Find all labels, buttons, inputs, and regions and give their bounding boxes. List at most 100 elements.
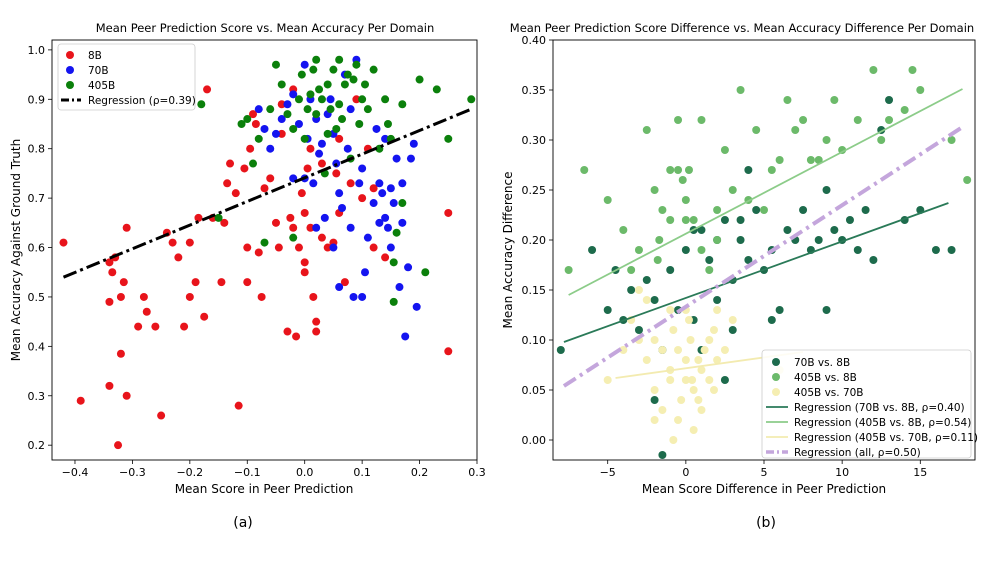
panel-a-point-8b [277, 100, 286, 109]
panel-a-point-405b [297, 70, 306, 79]
panel-a-point-405b [381, 95, 390, 104]
panel-a-point-8b [286, 213, 295, 222]
panel-a-point-405b [335, 100, 344, 109]
panel-a-point-8b [220, 218, 229, 227]
panel-a-point-405b [415, 75, 424, 84]
panel-a-point-70b [395, 283, 404, 292]
panel-b-xlabel: Mean Score Difference in Peer Prediction [642, 482, 886, 496]
panel-b-point-405b-vs-8b [947, 136, 956, 144]
panel-a-point-405b [467, 95, 476, 104]
panel-a-point-70b [398, 179, 407, 188]
panel-b-point-70b-vs-8b [783, 226, 792, 234]
panel-a-point-70b [363, 233, 372, 242]
panel-a-point-70b [312, 223, 321, 232]
panel-a-point-70b [266, 144, 275, 153]
panel-a: Mean Peer Prediction Score vs. Mean Accu… [9, 21, 486, 531]
panel-b-point-405b-vs-70b [700, 346, 709, 354]
panel-b-ytick-label: 0.35 [522, 84, 547, 97]
panel-a-point-8b [346, 179, 355, 188]
panel-b-legend-marker [772, 388, 780, 396]
panel-a-point-8b [139, 292, 148, 301]
panel-a-legend-label: 70B [88, 65, 109, 77]
panel-b-point-405b-vs-70b [705, 376, 714, 384]
panel-b-point-405b-vs-70b [705, 336, 714, 344]
panel-b-point-405b-vs-70b [720, 346, 729, 354]
panel-a-point-405b [197, 100, 206, 109]
panel-a-point-405b [358, 95, 367, 104]
panel-b-point-70b-vs-8b [705, 256, 714, 264]
panel-a-ytick-label: 0.8 [28, 143, 46, 156]
panel-b-point-70b-vs-8b [681, 246, 690, 254]
panel-b-point-405b-vs-8b [653, 256, 662, 264]
panel-a-point-8b [300, 208, 309, 217]
panel-a-point-8b [151, 322, 160, 331]
panel-b-point-405b-vs-8b [674, 166, 683, 174]
panel-a-ytick-label: 0.5 [28, 291, 46, 304]
panel-b-point-70b-vs-8b [720, 216, 729, 224]
panel-b-legend-marker [772, 373, 780, 381]
panel-a-point-405b [237, 120, 246, 128]
panel-a-plot-frame [51, 39, 478, 461]
panel-a-point-405b [352, 60, 361, 69]
panel-a-regression-line [62, 107, 472, 279]
panel-a-point-70b [375, 179, 384, 188]
panel-a-point-70b [254, 105, 263, 114]
panel-b-point-70b-vs-8b [720, 376, 729, 384]
panel-b-ytick-label: 0.15 [522, 284, 547, 297]
panel-b-point-70b-vs-8b [603, 306, 612, 314]
panel-a-point-8b [300, 258, 309, 267]
panel-a-point-405b [303, 105, 312, 114]
panel-a-point-70b [378, 189, 387, 198]
panel-a-point-405b [317, 95, 326, 104]
panel-b-point-70b-vs-8b [736, 216, 745, 224]
panel-a-point-70b [346, 223, 355, 232]
panel-b-point-405b-vs-8b [900, 106, 909, 114]
panel-a-point-70b [389, 199, 398, 208]
panel-a-legend-label: 405B [88, 80, 115, 92]
panel-a-ylabel: Mean Accuracy Against Ground Truth [9, 139, 23, 361]
panel-a-xtick-label: −0.3 [119, 466, 146, 479]
panel-a-point-405b [389, 297, 398, 306]
panel-b-legend-label: 70B vs. 8B [794, 357, 850, 369]
panel-a-point-405b [309, 65, 318, 74]
panel-a-point-405b [306, 90, 315, 99]
panel-a-point-405b [332, 124, 341, 133]
panel-b-point-405b-vs-70b [709, 326, 718, 334]
panel-b-point-405b-vs-70b [697, 406, 706, 414]
panel-a-point-405b [312, 110, 321, 119]
panel-b-point-70b-vs-8b [830, 226, 839, 234]
panel-b-point-405b-vs-70b [689, 386, 698, 394]
panel-a-point-8b [122, 391, 131, 400]
panel-b-point-405b-vs-8b [775, 156, 784, 164]
panel-b-xtick-label: −5 [600, 466, 616, 479]
panel-a-point-405b [266, 105, 275, 114]
panel-a-point-8b [142, 307, 151, 316]
panel-a-point-70b [329, 243, 338, 252]
panel-b-point-405b-vs-8b [806, 156, 815, 164]
panel-b-point-70b-vs-8b [642, 276, 651, 284]
panel-a-point-70b [320, 213, 329, 222]
panel-a-point-405b [323, 80, 332, 89]
panel-a-point-70b [343, 144, 352, 153]
panel-b-point-405b-vs-8b [603, 196, 612, 204]
panel-a-point-8b [105, 297, 114, 306]
panel-b-point-405b-vs-70b [713, 356, 722, 364]
panel-a-point-70b [369, 199, 378, 208]
panel-b-point-405b-vs-8b [713, 236, 722, 244]
panel-a-point-8b [116, 349, 125, 358]
panel-a-point-70b [381, 213, 390, 222]
panel-b-point-405b-vs-8b [684, 166, 693, 174]
panel-a-title: Mean Peer Prediction Score vs. Mean Accu… [96, 21, 435, 35]
panel-b-point-405b-vs-8b [799, 116, 808, 124]
panel-a-point-8b [122, 223, 131, 232]
panel-a-point-8b [194, 213, 203, 222]
panel-b-point-405b-vs-8b [689, 216, 698, 224]
panel-b-point-405b-vs-8b [760, 206, 768, 214]
panel-b-point-70b-vs-8b [666, 266, 675, 274]
panel-b-point-405b-vs-70b [688, 376, 697, 384]
panel-a-point-405b [421, 268, 430, 277]
panel-a-point-405b [243, 115, 252, 124]
panel-a-point-70b [404, 263, 413, 272]
panel-a-point-8b [257, 292, 266, 301]
panel-a-xtick-label: −0.4 [62, 466, 89, 479]
